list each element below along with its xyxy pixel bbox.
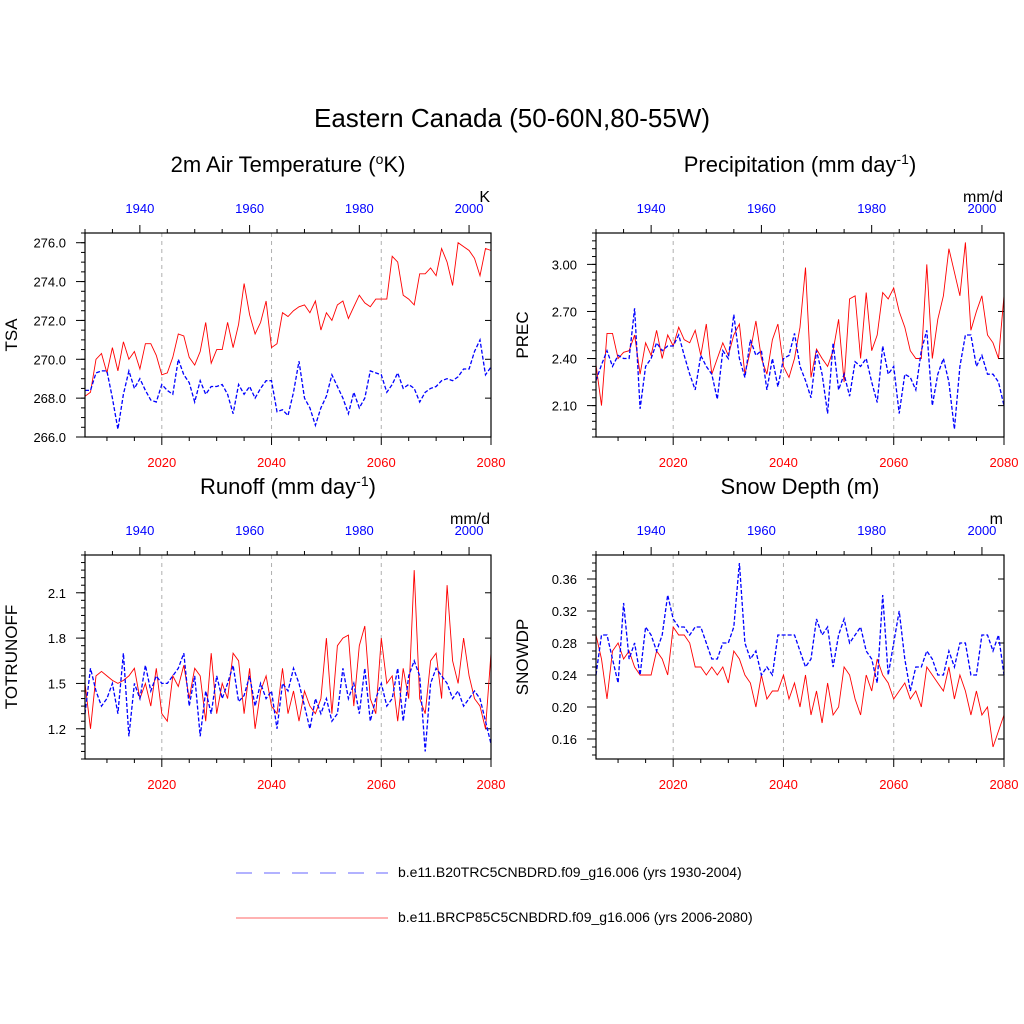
prec-xtick-bottom-label: 2060 [879,455,908,470]
runoff-ytick-label: 1.8 [48,631,66,646]
tsa-ytick-label: 272.0 [33,313,66,328]
snowdp-xtick-top-label: 2000 [967,523,996,538]
prec-title-tail: ) [909,152,916,177]
prec-hist-series [595,308,1005,430]
tsa-ytick-label: 276.0 [33,236,66,251]
prec-ytick-label: 2.70 [552,304,577,319]
tsa-title: 2m Air Temperature (oK) [171,151,406,177]
tsa-title-tail: K) [383,152,405,177]
panel-snowdp: Snow Depth (m) m SNOWDP 0.16 0.20 0.24 0.28 0.3… [513,474,1018,792]
snowdp-rcp-series [595,625,1005,748]
prec-xtick-bottom-label: 2040 [769,455,798,470]
prec-rcp-series [595,242,1005,406]
runoff-xtick-top-label: 1980 [345,523,374,538]
prec-xtick-top-label: 1960 [747,201,776,216]
figure-title: Eastern Canada (50-60N,80-55W) [314,103,710,133]
snowdp-ytick-label: 0.32 [552,604,577,619]
tsa-xtick-top-label: 2000 [455,201,484,216]
runoff-ylabel: TOTRUNOFF [2,605,21,710]
snowdp-hist-series [595,562,1005,692]
runoff-ytick-label: 1.5 [48,676,66,691]
prec-ytick-label: 3.00 [552,257,577,272]
prec-frame [595,232,1005,438]
prec-title-main: Precipitation (mm day [684,152,897,177]
runoff-xtick-bottom-label: 2060 [367,777,396,792]
prec-title: Precipitation (mm day-1) [684,151,917,177]
runoff-title-tail: ) [369,474,376,499]
legend-rcp-label: b.e11.BRCP85C5CNBDRD.f09_g16.006 (yrs 20… [398,909,753,925]
tsa-hist-series [85,337,492,430]
runoff-hist-series [84,652,492,752]
prec-ytick-label: 2.10 [552,399,577,414]
tsa-xtick-top-label: 1980 [345,201,374,216]
snowdp-xtick-top-label: 1980 [857,523,886,538]
runoff-xtick-top-label: 2000 [455,523,484,538]
prec-ylabel: PREC [513,311,532,358]
runoff-frame [84,554,492,760]
snowdp-ytick-label: 0.24 [552,668,577,683]
tsa-title-sup: o [376,151,384,167]
runoff-units: mm/d [450,511,490,528]
runoff-xtick-bottom-label: 2020 [147,777,176,792]
tsa-frame [84,232,492,438]
snowdp-ytick-label: 0.16 [552,732,577,747]
snowdp-xtick-bottom-label: 2020 [659,777,688,792]
tsa-ytick-label: 270.0 [33,352,66,367]
snowdp-title: Snow Depth (m) [721,474,880,499]
runoff-xtick-top-label: 1960 [235,523,264,538]
runoff-ytick-label: 1.2 [48,722,66,737]
panel-runoff: Runoff (mm day-1) mm/d TOTRUNOFF 1.2 1.5 1.8 2… [2,473,505,792]
tsa-xtick-bottom-label: 2020 [147,455,176,470]
prec-units: mm/d [963,189,1003,206]
snowdp-xtick-bottom-label: 2080 [990,777,1019,792]
prec-title-sup: -1 [896,151,909,167]
panel-prec: Precipitation (mm day-1) mm/d PREC 2.10 2.40… [513,151,1018,470]
runoff-ytick-label: 2.1 [48,586,66,601]
snowdp-ylabel: SNOWDP [513,619,532,696]
snowdp-units: m [990,511,1003,528]
snowdp-xtick-top-label: 1940 [637,523,666,538]
snowdp-ytick-label: 0.20 [552,700,577,715]
runoff-title-main: Runoff (mm day [200,474,356,499]
tsa-xtick-top-label: 1940 [125,201,154,216]
tsa-xtick-bottom-label: 2060 [367,455,396,470]
prec-xtick-bottom-label: 2020 [659,455,688,470]
snowdp-xtick-bottom-label: 2060 [879,777,908,792]
tsa-ytick-label: 266.0 [33,430,66,445]
prec-xtick-top-label: 1940 [637,201,666,216]
tsa-xtick-bottom-label: 2040 [257,455,286,470]
tsa-title-main: 2m Air Temperature ( [171,152,377,177]
tsa-ytick-label: 274.0 [33,275,66,290]
snowdp-ytick-label: 0.36 [552,572,577,587]
legend-hist-label: b.e11.B20TRC5CNBDRD.f09_g16.006 (yrs 193… [398,864,742,880]
prec-xtick-bottom-label: 2080 [990,455,1019,470]
runoff-xtick-bottom-label: 2040 [257,777,286,792]
runoff-xtick-bottom-label: 2080 [477,777,506,792]
tsa-ytick-label: 268.0 [33,391,66,406]
runoff-title: Runoff (mm day-1) [200,473,376,499]
snowdp-frame [595,554,1005,760]
snowdp-ytick-label: 0.28 [552,636,577,651]
tsa-ylabel: TSA [2,318,21,352]
tsa-xtick-top-label: 1960 [235,201,264,216]
tsa-rcp-series [84,241,492,397]
snowdp-title-main: Snow Depth (m) [721,474,880,499]
snowdp-xtick-bottom-label: 2040 [769,777,798,792]
legend: b.e11.B20TRC5CNBDRD.f09_g16.006 (yrs 193… [236,864,753,925]
runoff-xtick-top-label: 1940 [125,523,154,538]
prec-xtick-top-label: 1980 [857,201,886,216]
tsa-xtick-bottom-label: 2080 [477,455,506,470]
runoff-title-sup: -1 [356,473,369,489]
runoff-rcp-series [84,570,492,729]
prec-ytick-label: 2.40 [552,352,577,367]
panel-tsa: 2m Air Temperature (oK) K TSA 266.0 268.0 270… [2,151,505,470]
panels: 2m Air Temperature (oK) K TSA 266.0 268.0 270… [2,151,1018,792]
prec-xtick-top-label: 2000 [967,201,996,216]
snowdp-xtick-top-label: 1960 [747,523,776,538]
tsa-units: K [479,189,490,206]
